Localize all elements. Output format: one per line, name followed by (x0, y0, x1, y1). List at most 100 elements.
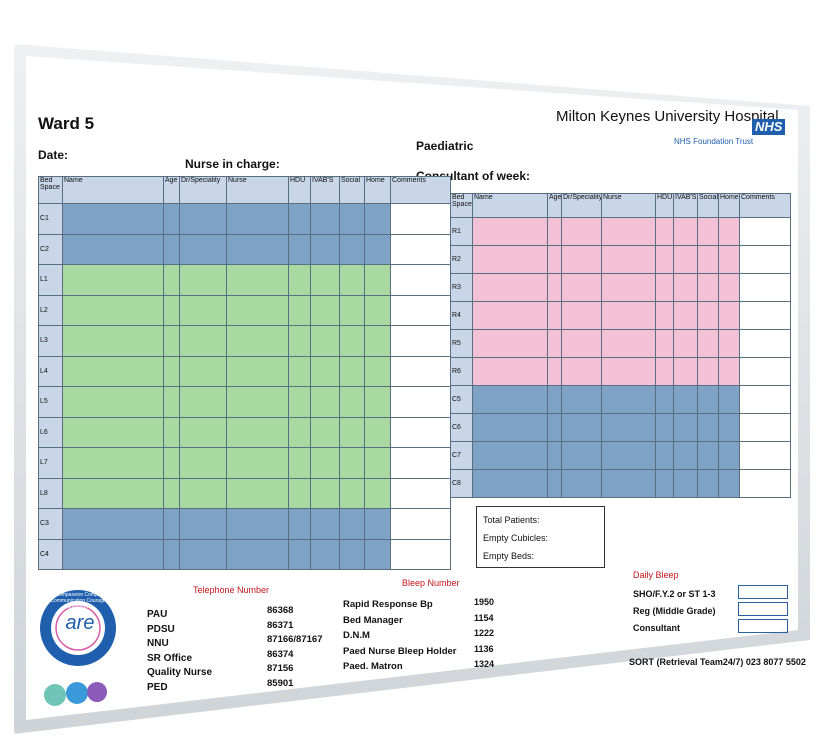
bed-cell (163, 294, 180, 326)
bed-cell (179, 294, 227, 326)
bed-space-label: R6 (450, 357, 473, 386)
bed-space-label: L1 (38, 264, 63, 296)
bed-cell (673, 469, 698, 498)
bed-cell (62, 416, 164, 448)
bed-row: C1 (38, 203, 451, 235)
bed-cell (62, 233, 164, 265)
bed-cell (163, 477, 180, 509)
bed-row: R1 (450, 217, 791, 246)
bed-cell (364, 447, 391, 479)
bleep-entry-name: D.N.M (343, 630, 370, 641)
column-header: Age (547, 193, 562, 218)
comments-cell (390, 325, 451, 357)
bed-cell (655, 245, 674, 274)
bed-space-label: R1 (450, 217, 473, 246)
bed-cell (655, 273, 674, 302)
bed-row: C6 (450, 413, 791, 442)
phone-entry-number: 86374 (267, 648, 294, 660)
column-header: Dr/Speciality (179, 176, 227, 204)
bed-cell (226, 325, 289, 357)
bed-cell (601, 301, 656, 330)
bed-cell (226, 447, 289, 479)
bed-row: R3 (450, 273, 791, 302)
column-header: Social (339, 176, 365, 204)
bed-cell (163, 233, 180, 265)
bed-cell (655, 441, 674, 470)
bed-cell (601, 441, 656, 470)
bed-cell (288, 447, 311, 479)
bed-cell (62, 447, 164, 479)
phone-entry-name: PDSU (147, 623, 175, 635)
bed-cell (163, 416, 180, 448)
phone-entry-name: Quality Nurse (147, 667, 213, 678)
bed-cell (472, 301, 548, 330)
comments-cell (390, 477, 451, 509)
nurse-in-charge-label: Nurse in charge: (185, 157, 280, 171)
total-patients-label: Total Patients: (483, 515, 540, 525)
bed-cell (561, 329, 602, 358)
bed-cell (288, 203, 311, 235)
bed-cell (179, 538, 227, 570)
bed-cell (288, 508, 311, 540)
bed-row: L3 (38, 325, 451, 357)
bed-cell (179, 508, 227, 540)
blue-circle-icon (66, 682, 88, 704)
comments-cell (390, 355, 451, 387)
bed-cell (655, 385, 674, 414)
daily-bleep-box (738, 585, 788, 599)
bleep-entry-number: 1222 (474, 628, 495, 638)
bed-cell (339, 538, 365, 570)
bed-row: L1 (38, 264, 451, 296)
bed-cell (179, 203, 227, 235)
bed-space-label: L5 (38, 386, 63, 418)
comments-cell (739, 413, 791, 442)
bed-cell (697, 441, 719, 470)
bed-row: R4 (450, 301, 791, 330)
phone-entry-number: 87166/87167 (267, 634, 323, 645)
bed-cell (62, 386, 164, 418)
bed-cell (601, 273, 656, 302)
column-header: Age (163, 176, 180, 204)
bed-cell (226, 416, 289, 448)
bed-cell (226, 264, 289, 296)
bed-cell (226, 508, 289, 540)
bed-cell (472, 245, 548, 274)
bed-cell (673, 441, 698, 470)
comments-cell (390, 233, 451, 265)
bed-cell (288, 325, 311, 357)
bleep-entry-number: 1950 (474, 597, 495, 607)
comments-cell (739, 357, 791, 386)
bed-cell (62, 477, 164, 509)
bed-space-label: L3 (38, 325, 63, 357)
bed-cell (288, 538, 311, 570)
bed-cell (310, 264, 340, 296)
bleep-entry-number: 1154 (474, 612, 494, 623)
bed-cell (310, 538, 340, 570)
bed-cell (547, 217, 562, 246)
bed-cell (718, 469, 740, 498)
bed-cell (179, 477, 227, 509)
bed-row: C3 (38, 508, 451, 540)
bed-space-label: C8 (450, 469, 473, 498)
nhs-logo: NHS (752, 119, 786, 135)
bed-cell (561, 357, 602, 386)
bed-cell (226, 294, 289, 326)
trust-name: NHS Foundation Trust (674, 137, 754, 146)
bed-cell (288, 477, 311, 509)
bed-space-label: C2 (38, 233, 63, 265)
bed-cell (339, 264, 365, 296)
daily-bleep-title: Daily Bleep (633, 570, 679, 580)
column-header: Home (364, 176, 391, 204)
comments-cell (390, 416, 451, 448)
phone-entry-number: 87156 (267, 663, 294, 674)
bed-cell (673, 329, 698, 358)
column-header: Comments (390, 176, 451, 204)
phone-entry-name: PED (147, 681, 168, 693)
bed-cell (718, 273, 740, 302)
totals-box: Total Patients: Empty Cubicles: Empty Be… (476, 506, 605, 568)
bed-cell (655, 301, 674, 330)
sort-line: SORT (Retrieval Team24/7) 023 8077 5502 (629, 657, 806, 667)
column-header: Dr/Speciality (561, 193, 602, 218)
bed-cell (547, 273, 562, 302)
bed-cell (339, 508, 365, 540)
